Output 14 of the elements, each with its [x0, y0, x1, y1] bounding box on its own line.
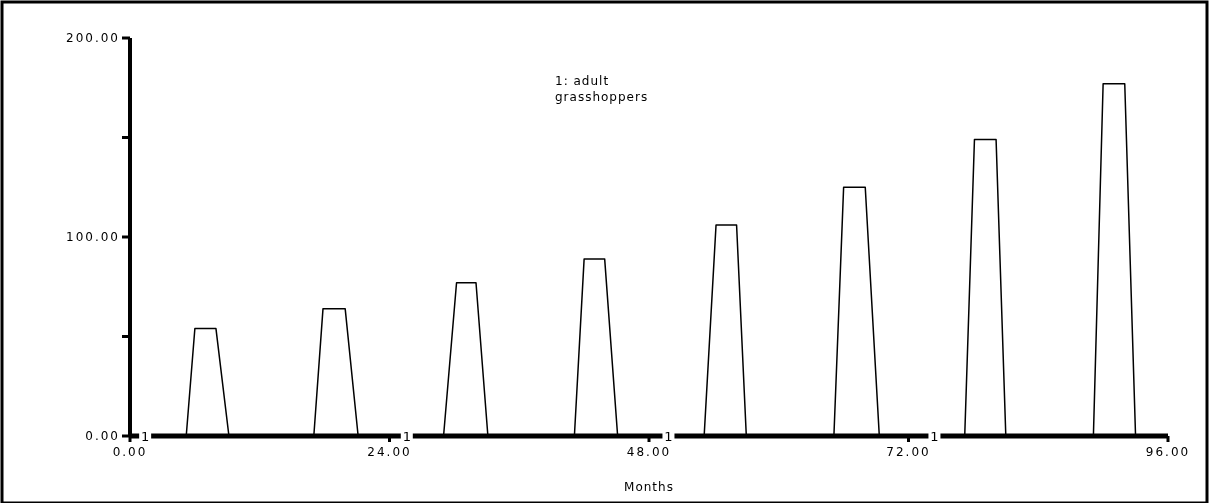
annotation: 1: [930, 428, 939, 444]
text: 1: adult grasshoppers: [555, 74, 649, 104]
x-tick-label: 48.00: [626, 445, 672, 459]
x-tick-label: 0.00: [112, 445, 148, 459]
y-tick-label: 0.00: [85, 429, 120, 444]
annotation: 1: [402, 428, 411, 444]
x-tick-label: 72.00: [886, 445, 931, 459]
x-tick-label: 96.00: [1145, 445, 1191, 459]
y-tick-label: 200.00: [66, 31, 120, 46]
x-tick-label: 24.00: [367, 445, 412, 459]
y-tick-label: 100.00: [66, 230, 120, 245]
x-axis-title: Months: [624, 480, 674, 494]
annotation: 1: [141, 428, 150, 444]
annotation: 1: [664, 428, 673, 444]
